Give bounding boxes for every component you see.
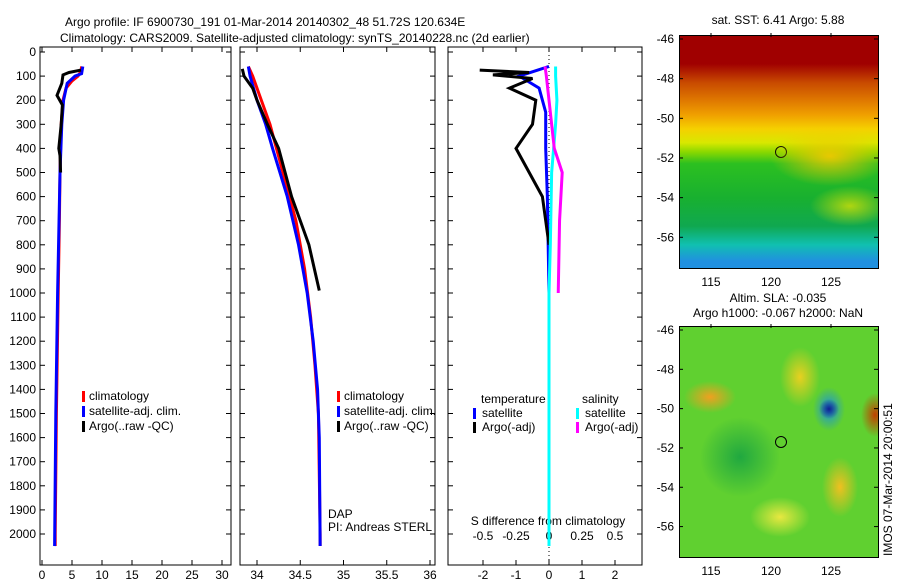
- legend-label: Argo(..raw -QC): [344, 419, 429, 433]
- legend-swatch: [337, 421, 340, 432]
- legend-label: climatology: [89, 389, 149, 403]
- y-tick-label: 800: [16, 238, 36, 252]
- y-tick-label: 1600: [9, 431, 36, 445]
- argo-location-marker: [775, 436, 787, 448]
- series-line-satellite-adj--clim-: [246, 66, 322, 547]
- y-tick-label: 1900: [9, 503, 36, 517]
- legend-swatch: [473, 408, 476, 419]
- x2-tick-label: 0.25: [570, 529, 594, 543]
- y-tick-label: 1400: [9, 382, 36, 396]
- x-tick-label: -2: [478, 568, 489, 580]
- y-tick-label: 2000: [9, 527, 36, 541]
- y-tick-label: 700: [16, 214, 36, 228]
- x-tick-label: 0: [39, 568, 46, 580]
- y-tick-label: 300: [16, 117, 36, 131]
- legend-swatch: [337, 406, 340, 417]
- series-line-t-argo--adj-: [479, 68, 551, 246]
- x-tick-label: -1: [511, 568, 522, 580]
- annotation: DAP: [328, 507, 353, 521]
- x2-tick-label: 0.5: [607, 529, 624, 543]
- y-tick-label: 1500: [9, 407, 36, 421]
- x-tick-label: 15: [125, 568, 139, 580]
- legend-label: satellite: [585, 406, 626, 420]
- legend-label: satellite: [482, 406, 523, 420]
- x2-tick-label: -0.5: [473, 529, 494, 543]
- title-line2: Climatology: CARS2009. Satellite-adjuste…: [60, 31, 530, 45]
- y-tick-label: 1100: [10, 310, 36, 324]
- x2-tick-label: -0.25: [502, 529, 530, 543]
- legend-label: satellite-adj. clim.: [344, 404, 436, 418]
- y-tick-label: 900: [16, 262, 36, 276]
- annotation: PI: Andreas STERL: [328, 520, 432, 534]
- plot-frame-1: [239, 46, 436, 566]
- sst-map: [679, 35, 879, 269]
- x-tick-label: 34: [250, 568, 264, 580]
- y-tick-label: 400: [16, 141, 36, 155]
- x-tick-label: 20: [155, 568, 169, 580]
- y-tick-label: 0: [29, 45, 36, 59]
- sla-map: [679, 326, 879, 558]
- x-tick-label: 25: [185, 568, 199, 580]
- x-tick-label: 2: [612, 568, 619, 580]
- x-tick-label: 35: [337, 568, 351, 580]
- x-tick-label: 1: [579, 568, 586, 580]
- argo-location-marker: [775, 146, 787, 158]
- series-line-argo---raw--qc-: [55, 68, 82, 173]
- y-tick-label: 100: [16, 69, 36, 83]
- y-tick-label: 1300: [9, 358, 36, 372]
- x-tick-label: 10: [95, 568, 109, 580]
- y-tick-label: 600: [16, 190, 36, 204]
- x-tick-label: 0: [546, 568, 553, 580]
- y-tick-label: 1000: [9, 286, 36, 300]
- y-tick-label: 1700: [9, 455, 36, 469]
- legend-title-salinity: salinity: [582, 392, 619, 406]
- legend-swatch: [82, 421, 85, 432]
- legend-label: Argo(-adj): [585, 420, 638, 434]
- legend-swatch: [82, 391, 85, 402]
- legend-swatch: [576, 422, 579, 433]
- series-line-s-argo--adj-: [543, 66, 564, 294]
- legend-swatch: [473, 422, 476, 433]
- legend-label: Argo(..raw -QC): [89, 419, 174, 433]
- x-tick-label: 5: [69, 568, 76, 580]
- x-tick-label: 30: [215, 568, 229, 580]
- y-tick-label: 1800: [9, 479, 36, 493]
- legend-label: Argo(-adj): [482, 420, 535, 434]
- legend-swatch: [82, 406, 85, 417]
- series-line-argo---raw--qc-: [240, 68, 321, 291]
- plot-frame-0: [39, 46, 232, 566]
- legend-title-temperature: temperature: [481, 392, 546, 406]
- y-tick-label: 1200: [9, 334, 36, 348]
- title-line1: Argo profile: IF 6900730_191 01-Mar-2014…: [65, 15, 465, 29]
- y-tick-label: 500: [16, 166, 36, 180]
- legend-label: climatology: [344, 389, 404, 403]
- plot-frame-2: [447, 46, 643, 566]
- x-tick-label: 35.5: [375, 568, 399, 580]
- legend-swatch: [337, 391, 340, 402]
- legend-label: satellite-adj. clim.: [89, 404, 181, 418]
- x-tick-label: 34.5: [289, 568, 313, 580]
- legend-swatch: [576, 408, 579, 419]
- y-tick-label: 200: [16, 93, 36, 107]
- x-tick-label: 36: [423, 568, 437, 580]
